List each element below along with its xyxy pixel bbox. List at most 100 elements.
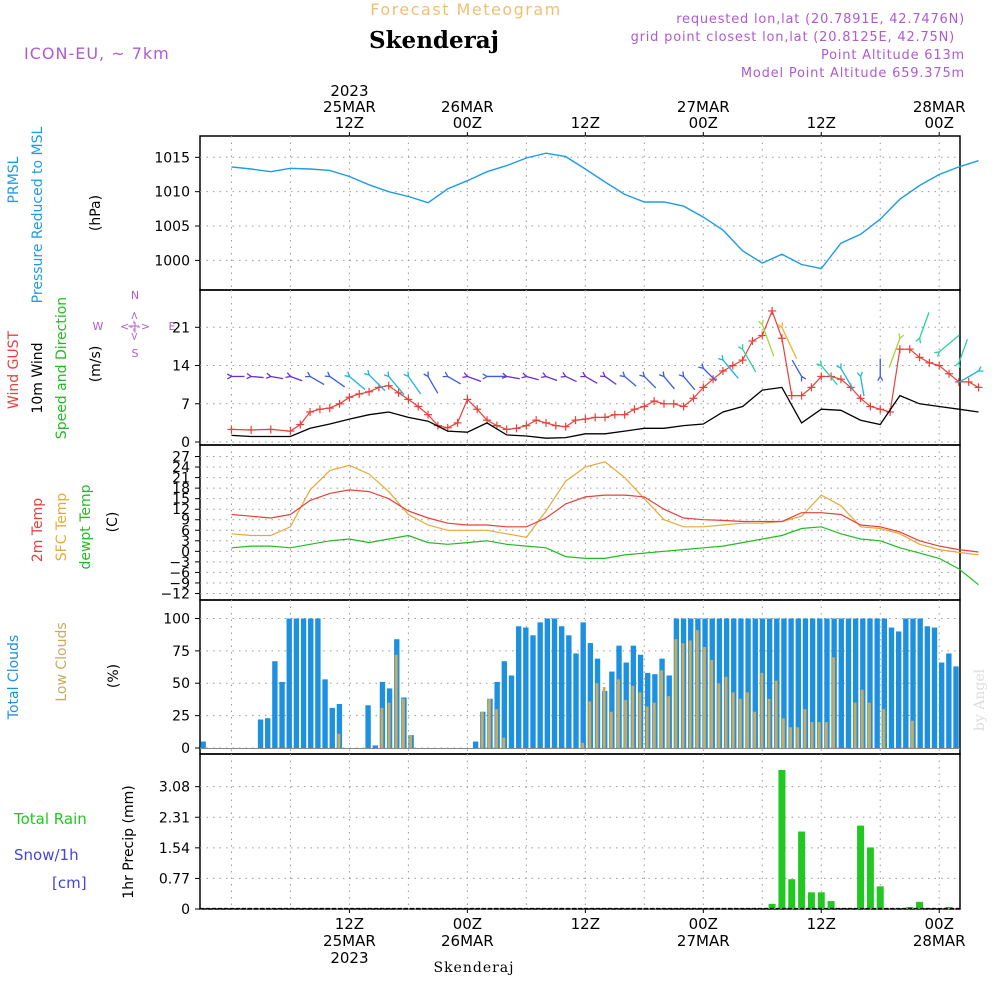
gust-marker — [817, 372, 826, 381]
total-cloud-bar — [795, 618, 801, 748]
total-cloud-bar — [824, 618, 830, 748]
low-cloud-bar — [753, 711, 757, 748]
y-tick-label: 0.77 — [159, 871, 190, 887]
low-cloud-bar — [803, 709, 807, 748]
total-cloud-bar — [895, 631, 902, 748]
total-cloud-bar — [587, 643, 594, 748]
wind-direction-arrow — [285, 372, 303, 382]
low-cloud-bar — [760, 672, 764, 748]
gust-marker — [414, 402, 423, 411]
top-time-label: 12Z — [571, 114, 600, 132]
wind-direction-arrow — [658, 371, 675, 390]
wind-direction-arrow — [816, 360, 838, 386]
bottom-time-label: 25MAR — [323, 932, 376, 950]
arrow-head — [540, 372, 548, 379]
arrow-shaft — [604, 375, 617, 385]
wind-direction-arrow — [678, 371, 696, 391]
wind-direction-arrow — [934, 334, 960, 357]
top-time-label: 12Z — [807, 114, 836, 132]
gust-marker — [738, 356, 747, 365]
y-tick-label: 0 — [181, 544, 190, 560]
arrow-shaft — [840, 367, 854, 390]
y-tick-label: −3 — [169, 555, 190, 571]
grid-point-coords: grid point closest lon,lat (20.8125E, 42… — [631, 30, 955, 45]
model-label: ICON-EU, ~ 7km — [24, 44, 170, 63]
arrow-shaft — [958, 339, 969, 364]
low-cloud-bar — [688, 640, 692, 748]
y-tick-label: 21 — [172, 320, 190, 336]
low-cloud-bar — [394, 654, 398, 748]
wind-direction-arrow — [305, 371, 325, 386]
total-cloud-bar — [745, 618, 751, 748]
low-cloud-bar — [724, 676, 728, 748]
y-label-speed-direction: Speed and Direction — [54, 297, 70, 439]
total-cloud-bar — [365, 705, 371, 748]
total-cloud-bar — [322, 679, 328, 748]
wind-direction-arrow — [246, 372, 264, 380]
wind-direction-arrow — [423, 371, 439, 394]
total-cloud-bar — [938, 662, 945, 748]
arrow-shaft — [388, 376, 405, 396]
y-label-cm: [cm] — [52, 874, 87, 892]
wind-direction-arrow — [639, 371, 657, 389]
top-time-label: 12Z — [335, 114, 364, 132]
low-cloud-bar — [703, 646, 706, 748]
gust-marker — [306, 407, 315, 416]
y-label-total-clouds: Total Clouds — [6, 635, 22, 720]
wind-direction-arrow — [462, 372, 482, 383]
rain-bar — [807, 892, 815, 909]
total-cloud-bar — [874, 618, 880, 748]
y-tick-label: 12 — [172, 502, 190, 518]
gust-marker — [768, 306, 777, 315]
wind-direction-arrow — [560, 371, 577, 383]
gust-marker — [394, 388, 403, 397]
compass-mid-v: <-|-> — [128, 311, 141, 341]
arrow-shaft — [368, 374, 386, 392]
y-tick-label: 1010 — [154, 185, 190, 201]
total-cloud-bar — [308, 618, 314, 748]
y-tick-label: 0 — [181, 902, 190, 918]
top-time-label: 00Z — [925, 114, 954, 132]
low-cloud-bar — [609, 711, 613, 748]
arrow-head — [800, 375, 807, 382]
total-cloud-bar — [537, 622, 543, 748]
low-cloud-bar — [810, 722, 814, 748]
rain-bar — [945, 907, 953, 909]
arrow-shaft — [467, 375, 482, 383]
arrow-shaft — [329, 375, 346, 388]
footer-location: Skenderaj — [433, 960, 514, 976]
top-time-label: 00Z — [689, 114, 718, 132]
total-cloud-bar — [300, 618, 307, 748]
bottom-time-label: 00Z — [689, 915, 718, 933]
pressure-line — [231, 152, 979, 270]
total-cloud-bar — [279, 681, 285, 748]
arrow-head — [836, 363, 842, 370]
gust-marker — [620, 410, 629, 419]
top-time-label: 2023 — [330, 82, 368, 100]
arrow-head — [344, 371, 351, 378]
gust-marker — [650, 397, 659, 406]
total-cloud-bar — [515, 626, 522, 748]
rain-bar — [876, 886, 884, 909]
bottom-time-label: 00Z — [925, 915, 954, 933]
gust-marker — [315, 405, 324, 414]
low-cloud-bar — [774, 680, 778, 748]
y-label-sfc-temp: SFC Temp — [54, 493, 70, 562]
bottom-time-label: 26MAR — [441, 932, 494, 950]
low-cloud-bar — [652, 702, 656, 748]
gust-marker — [777, 334, 786, 343]
y-label-hpa: (hPa) — [88, 195, 104, 231]
compass-e: E — [169, 320, 176, 333]
gust-marker — [424, 410, 433, 419]
bottom-time-label: 2023 — [330, 949, 368, 967]
gust-marker — [227, 425, 236, 434]
top-time-label: 27MAR — [677, 98, 730, 116]
arrow-head — [599, 371, 607, 378]
arrow-head — [678, 371, 685, 378]
wind-direction-arrow — [856, 371, 865, 397]
arrow-shaft — [407, 376, 422, 395]
total-cloud-bar — [315, 618, 321, 748]
wind-direction-arrow — [265, 372, 284, 380]
arrow-head — [462, 372, 469, 379]
low-cloud-bar — [882, 709, 886, 748]
